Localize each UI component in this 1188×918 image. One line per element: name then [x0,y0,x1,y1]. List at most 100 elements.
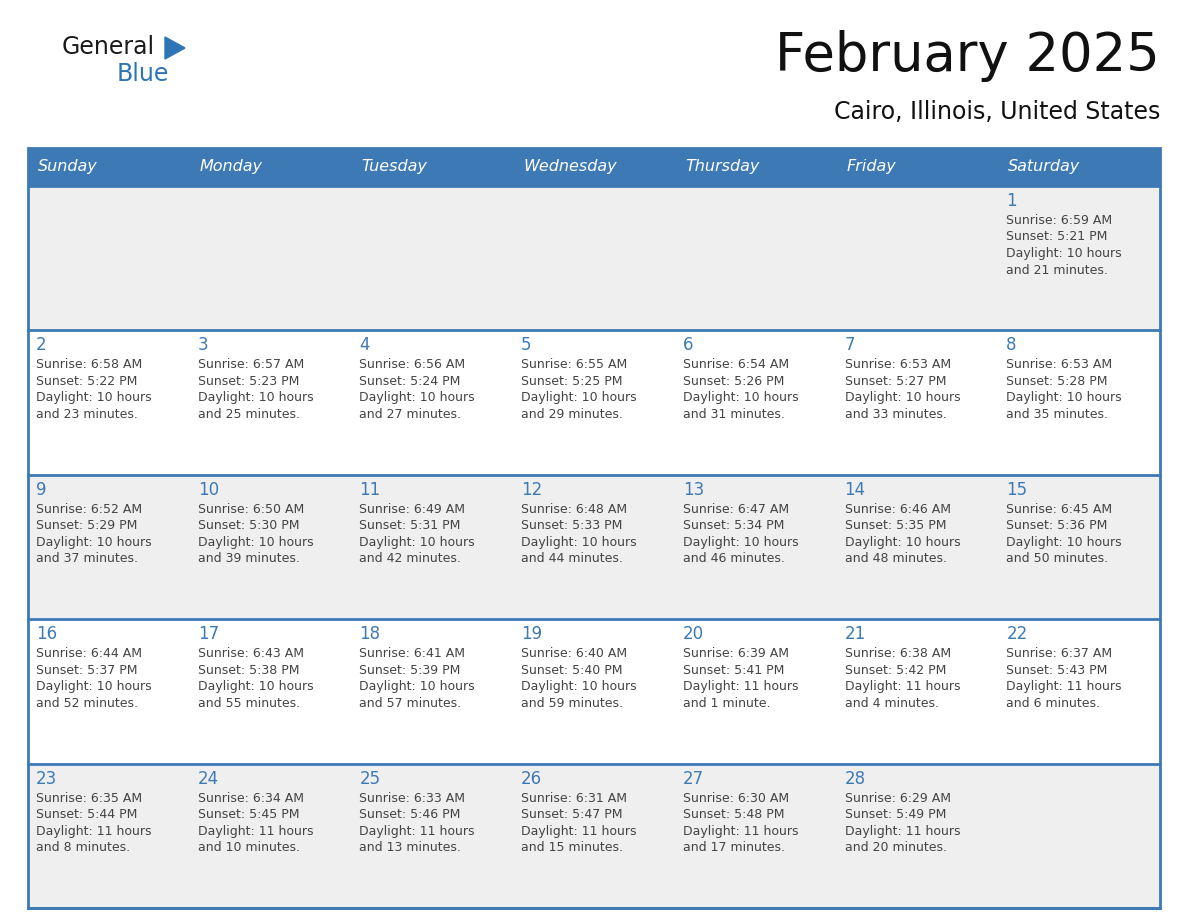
Text: Sunrise: 6:57 AM: Sunrise: 6:57 AM [197,358,304,372]
Text: Sunset: 5:26 PM: Sunset: 5:26 PM [683,375,784,388]
Text: Sunset: 5:39 PM: Sunset: 5:39 PM [360,664,461,677]
Text: 22: 22 [1006,625,1028,644]
Text: Daylight: 10 hours: Daylight: 10 hours [522,680,637,693]
Text: and 50 minutes.: and 50 minutes. [1006,553,1108,565]
Bar [513,148,675,186]
Bar [29,330,1159,475]
Text: Sunrise: 6:41 AM: Sunrise: 6:41 AM [360,647,466,660]
Text: 7: 7 [845,336,855,354]
Text: Sunset: 5:45 PM: Sunset: 5:45 PM [197,808,299,821]
Text: and 10 minutes.: and 10 minutes. [197,841,299,854]
Text: and 23 minutes.: and 23 minutes. [36,408,138,420]
Text: and 35 minutes.: and 35 minutes. [1006,408,1108,420]
Text: Saturday: Saturday [1009,160,1081,174]
Text: Sunset: 5:25 PM: Sunset: 5:25 PM [522,375,623,388]
Text: Sunset: 5:24 PM: Sunset: 5:24 PM [360,375,461,388]
Text: 17: 17 [197,625,219,644]
Text: Daylight: 10 hours: Daylight: 10 hours [1006,247,1121,260]
Text: and 6 minutes.: and 6 minutes. [1006,697,1100,710]
Text: Sunrise: 6:52 AM: Sunrise: 6:52 AM [36,503,143,516]
Text: 2: 2 [36,336,46,354]
Text: Daylight: 11 hours: Daylight: 11 hours [360,824,475,837]
Text: Sunrise: 6:54 AM: Sunrise: 6:54 AM [683,358,789,372]
Text: Thursday: Thursday [684,160,759,174]
Text: Daylight: 10 hours: Daylight: 10 hours [683,391,798,405]
Text: Daylight: 10 hours: Daylight: 10 hours [36,391,152,405]
Text: Sunset: 5:44 PM: Sunset: 5:44 PM [36,808,138,821]
Text: Sunrise: 6:55 AM: Sunrise: 6:55 AM [522,358,627,372]
Bar [675,148,836,186]
Text: 12: 12 [522,481,543,498]
Text: Wednesday: Wednesday [523,160,617,174]
Text: Sunrise: 6:53 AM: Sunrise: 6:53 AM [1006,358,1112,372]
Text: 6: 6 [683,336,694,354]
Text: and 57 minutes.: and 57 minutes. [360,697,462,710]
Text: Sunset: 5:49 PM: Sunset: 5:49 PM [845,808,946,821]
Text: and 21 minutes.: and 21 minutes. [1006,263,1108,276]
Text: Daylight: 10 hours: Daylight: 10 hours [845,391,960,405]
Text: Sunrise: 6:34 AM: Sunrise: 6:34 AM [197,791,304,804]
Text: Sunset: 5:46 PM: Sunset: 5:46 PM [360,808,461,821]
Text: 9: 9 [36,481,46,498]
Text: Daylight: 10 hours: Daylight: 10 hours [1006,391,1121,405]
Text: Sunset: 5:43 PM: Sunset: 5:43 PM [1006,664,1107,677]
Text: and 55 minutes.: and 55 minutes. [197,697,299,710]
Text: Daylight: 10 hours: Daylight: 10 hours [522,391,637,405]
Text: and 29 minutes.: and 29 minutes. [522,408,623,420]
Text: Sunrise: 6:47 AM: Sunrise: 6:47 AM [683,503,789,516]
Text: 5: 5 [522,336,532,354]
Text: 16: 16 [36,625,57,644]
Text: 19: 19 [522,625,542,644]
Text: Monday: Monday [200,160,263,174]
Text: General: General [62,35,156,59]
Bar [29,186,1159,330]
Bar [836,148,998,186]
Bar [29,475,1159,620]
Polygon shape [165,37,185,59]
Text: Sunrise: 6:37 AM: Sunrise: 6:37 AM [1006,647,1112,660]
Text: Sunrise: 6:48 AM: Sunrise: 6:48 AM [522,503,627,516]
Text: Daylight: 10 hours: Daylight: 10 hours [197,680,314,693]
Text: 8: 8 [1006,336,1017,354]
Text: and 13 minutes.: and 13 minutes. [360,841,461,854]
Text: and 8 minutes.: and 8 minutes. [36,841,131,854]
Text: Sunset: 5:23 PM: Sunset: 5:23 PM [197,375,299,388]
Text: and 46 minutes.: and 46 minutes. [683,553,785,565]
Text: Daylight: 10 hours: Daylight: 10 hours [360,391,475,405]
Text: and 59 minutes.: and 59 minutes. [522,697,624,710]
Text: Sunset: 5:29 PM: Sunset: 5:29 PM [36,520,138,532]
Text: 14: 14 [845,481,866,498]
Text: Sunrise: 6:56 AM: Sunrise: 6:56 AM [360,358,466,372]
Text: Daylight: 10 hours: Daylight: 10 hours [197,391,314,405]
Text: Sunrise: 6:39 AM: Sunrise: 6:39 AM [683,647,789,660]
Text: Friday: Friday [847,160,896,174]
Text: Daylight: 11 hours: Daylight: 11 hours [197,824,314,837]
Text: Daylight: 10 hours: Daylight: 10 hours [522,536,637,549]
Text: 11: 11 [360,481,380,498]
Text: Sunset: 5:47 PM: Sunset: 5:47 PM [522,808,623,821]
Text: 26: 26 [522,769,542,788]
Text: Sunrise: 6:59 AM: Sunrise: 6:59 AM [1006,214,1112,227]
Text: 27: 27 [683,769,704,788]
Text: and 37 minutes.: and 37 minutes. [36,553,138,565]
Text: Sunrise: 6:35 AM: Sunrise: 6:35 AM [36,791,143,804]
Text: 3: 3 [197,336,208,354]
Text: and 25 minutes.: and 25 minutes. [197,408,299,420]
Text: 21: 21 [845,625,866,644]
Text: Daylight: 10 hours: Daylight: 10 hours [845,536,960,549]
Text: Sunrise: 6:31 AM: Sunrise: 6:31 AM [522,791,627,804]
Bar [352,148,513,186]
Text: 10: 10 [197,481,219,498]
Text: and 17 minutes.: and 17 minutes. [683,841,785,854]
Text: Sunset: 5:35 PM: Sunset: 5:35 PM [845,520,946,532]
Text: 18: 18 [360,625,380,644]
Text: Daylight: 10 hours: Daylight: 10 hours [36,536,152,549]
Text: Sunrise: 6:38 AM: Sunrise: 6:38 AM [845,647,950,660]
Text: 24: 24 [197,769,219,788]
Text: and 15 minutes.: and 15 minutes. [522,841,624,854]
Text: and 27 minutes.: and 27 minutes. [360,408,461,420]
Text: Sunset: 5:21 PM: Sunset: 5:21 PM [1006,230,1107,243]
Text: Sunrise: 6:50 AM: Sunrise: 6:50 AM [197,503,304,516]
Text: February 2025: February 2025 [776,30,1159,82]
Text: Sunset: 5:38 PM: Sunset: 5:38 PM [197,664,299,677]
